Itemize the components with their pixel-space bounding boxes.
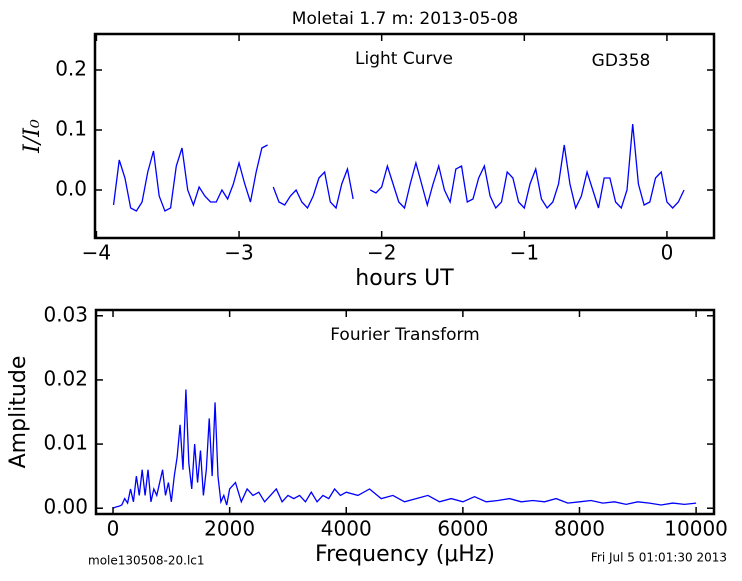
y-axis-label: I/I₀: [20, 119, 45, 154]
data-line: [112, 123, 685, 212]
x-tick-label: −1: [510, 241, 539, 265]
footer-left: mole130508-20.lc1: [88, 554, 205, 568]
y-axis-label: Amplitude: [6, 356, 31, 469]
y-tick-label: 0.01: [43, 431, 88, 455]
y-tick-label: 0.0: [55, 177, 87, 201]
x-tick-label: −2: [367, 241, 396, 265]
x-tick-label: 8000: [554, 517, 605, 541]
x-tick-label: 0: [661, 241, 674, 265]
annotation: Fourier Transform: [330, 325, 479, 345]
annotation: Light Curve: [355, 49, 453, 69]
y-tick-label: 0.2: [55, 57, 87, 81]
x-tick-label: 2000: [204, 517, 255, 541]
y-tick-label: 0.1: [55, 117, 87, 141]
footer-right: Fri Jul 5 01:01:30 2013: [591, 551, 727, 565]
x-tick-label: 6000: [437, 517, 488, 541]
x-tick-label: 4000: [321, 517, 372, 541]
data-line: [112, 389, 697, 509]
x-tick-label: 0: [107, 517, 120, 541]
x-tick-label: −3: [224, 241, 253, 265]
x-axis-label: hours UT: [355, 266, 454, 291]
y-tick-label: 0.02: [43, 366, 88, 390]
x-axis-label: Frequency (μHz): [315, 542, 495, 567]
plot-frame: [94, 308, 716, 516]
title: Moletai 1.7 m: 2013-05-08: [292, 9, 518, 29]
annotation: GD358: [592, 51, 651, 71]
x-tick-label: 10000: [664, 517, 728, 541]
x-tick-label: −4: [82, 241, 111, 265]
y-tick-label: 0.00: [43, 495, 88, 519]
y-tick-label: 0.03: [43, 302, 88, 326]
plot-frame: [93, 32, 716, 240]
